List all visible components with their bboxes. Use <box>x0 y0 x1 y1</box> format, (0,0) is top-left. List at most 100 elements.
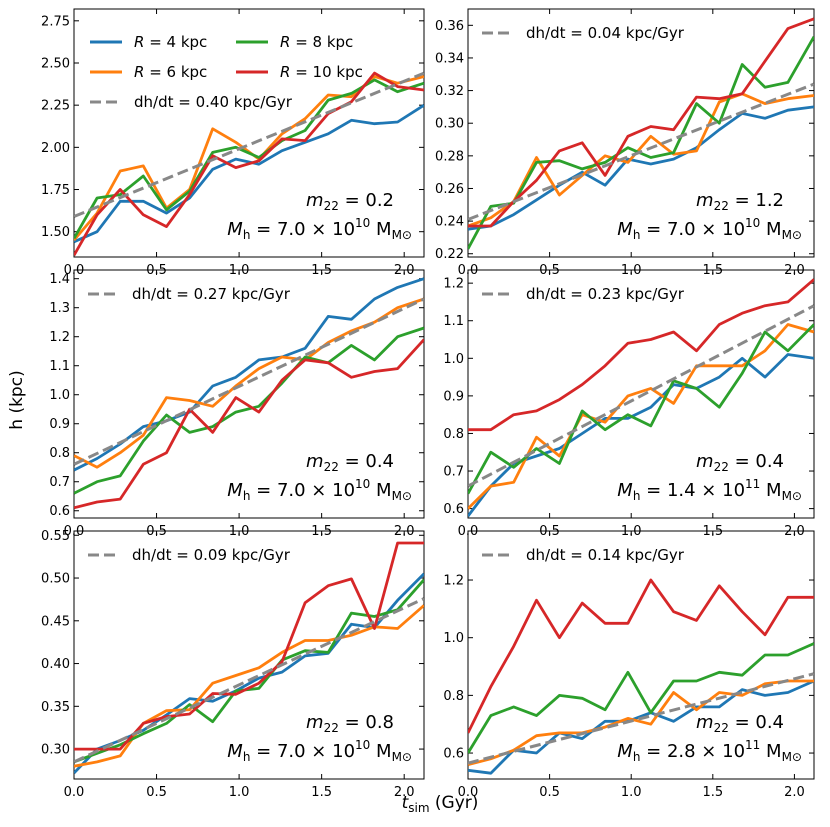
x-tick-label: 2.0 <box>394 785 415 800</box>
m22-label: m22 = 0.8 <box>306 712 394 735</box>
fit-legend-label: dh/dt = 0.40 kpc/Gyr <box>134 93 293 111</box>
y-tick-label: 0.26 <box>435 182 464 197</box>
plot-area <box>74 541 424 774</box>
y-tick-label: 0.30 <box>435 117 464 132</box>
series-line <box>468 17 814 228</box>
plot-area <box>468 17 814 250</box>
y-tick-label: 1.2 <box>443 574 464 589</box>
y-tick-label: 0.36 <box>435 19 464 34</box>
fit-legend-label: dh/dt = 0.04 kpc/Gyr <box>526 24 685 42</box>
y-tick-label: 1.1 <box>443 314 464 329</box>
fit-legend-label: dh/dt = 0.14 kpc/Gyr <box>526 546 685 564</box>
m22-label: m22 = 0.2 <box>306 190 394 213</box>
fit-legend-label: dh/dt = 0.09 kpc/Gyr <box>132 546 291 564</box>
y-tick-label: 0.6 <box>443 502 464 517</box>
y-tick-label: 1.0 <box>443 352 464 367</box>
axes-frame <box>467 530 815 780</box>
mh-label: Mh = 2.8 × 1011 MM⊙ <box>617 738 802 764</box>
series-line <box>468 323 814 510</box>
y-tick-label: 0.9 <box>49 417 70 432</box>
x-tick-label: 0.5 <box>146 785 167 800</box>
fit-legend-label: dh/dt = 0.23 kpc/Gyr <box>526 285 685 303</box>
y-tick-label: 1.0 <box>49 388 70 403</box>
y-tick-label: 0.8 <box>49 446 70 461</box>
mh-label: Mh = 7.0 × 1010 MM⊙ <box>227 216 412 242</box>
series-line <box>468 105 814 231</box>
fit-line <box>468 672 814 765</box>
y-tick-label: 2.75 <box>41 14 70 29</box>
y-tick-label: 1.2 <box>443 277 464 292</box>
x-tick-label: 1.5 <box>311 785 332 800</box>
y-tick-label: 0.8 <box>443 427 464 442</box>
legend-entry: R = 6 kpc <box>90 63 207 81</box>
x-tick-label: 1.5 <box>702 785 723 800</box>
y-tick-label: 0.9 <box>443 389 464 404</box>
x-tick-label: 0.0 <box>458 785 479 800</box>
fit-line <box>468 82 814 221</box>
x-tick-label: 1.0 <box>621 785 642 800</box>
legend-label: R = 8 kpc <box>280 33 353 51</box>
series-line <box>74 338 424 510</box>
y-tick-label: 0.32 <box>435 84 464 99</box>
x-tick-label: 1.0 <box>229 785 250 800</box>
y-tick-label: 1.75 <box>41 183 70 198</box>
y-tick-label: 2.00 <box>41 141 70 156</box>
x-axis-label-main: t <box>402 793 410 813</box>
y-tick-label: 0.30 <box>41 743 70 758</box>
y-tick-label: 2.25 <box>41 99 70 114</box>
x-axis-label-unit: (Gyr) <box>430 793 479 813</box>
y-tick-label: 0.50 <box>41 572 70 587</box>
series-line <box>468 679 814 775</box>
legend-label: R = 4 kpc <box>134 33 207 51</box>
y-tick-label: 0.22 <box>435 247 464 262</box>
x-tick-label: 2.0 <box>784 785 805 800</box>
legend-entry-fit: dh/dt = 0.40 kpc/Gyr <box>90 93 293 111</box>
series-line <box>468 36 814 250</box>
y-tick-label: 0.28 <box>435 149 464 164</box>
y-tick-label: 0.7 <box>443 465 464 480</box>
panel-5: 0.0 0.5 1.0 1.5 2.0 0.30 0.35 0.40 0.45 0.50 0.55 d… <box>41 529 425 800</box>
series-line <box>74 71 424 256</box>
y-axis-label: h (kpc) <box>7 370 27 429</box>
panel-1: 0.0 0.5 1.0 1.5 2.01.501.752.002.252.502.75m… <box>41 8 425 278</box>
mh-label: Mh = 1.4 × 1011 MM⊙ <box>617 477 802 503</box>
plot-area <box>74 71 424 256</box>
axes-frame <box>73 530 425 780</box>
series-line <box>468 642 814 754</box>
y-tick-label: 1.3 <box>49 301 70 316</box>
axes-frame <box>73 8 425 258</box>
y-tick-label: 1.2 <box>49 330 70 345</box>
y-tick-label: 0.45 <box>41 614 70 629</box>
plot-area <box>468 278 814 517</box>
legend-label: R = 6 kpc <box>134 63 207 81</box>
y-tick-label: 1.4 <box>49 272 70 287</box>
y-tick-label: 0.8 <box>443 689 464 704</box>
y-tick-label: 0.35 <box>41 700 70 715</box>
y-tick-label: 1.0 <box>443 631 464 646</box>
m22-label: m22 = 0.4 <box>696 451 784 474</box>
axes-frame <box>73 269 425 519</box>
mh-label: Mh = 7.0 × 1010 MM⊙ <box>227 477 412 503</box>
series-line <box>74 541 424 751</box>
series-line <box>468 92 814 228</box>
mh-label: Mh = 7.0 × 1010 MM⊙ <box>227 738 412 764</box>
m22-label: m22 = 0.4 <box>696 712 784 735</box>
y-tick-label: 0.6 <box>443 747 464 762</box>
y-tick-label: 0.40 <box>41 657 70 672</box>
m22-label: m22 = 1.2 <box>696 190 784 213</box>
axes-frame <box>467 269 815 519</box>
mh-label: Mh = 7.0 × 1010 MM⊙ <box>617 216 802 242</box>
m22-label: m22 = 0.4 <box>306 451 394 474</box>
series-line <box>468 278 814 432</box>
x-tick-label: 0.0 <box>64 785 85 800</box>
series-line <box>74 277 424 472</box>
y-tick-label: 0.55 <box>41 529 70 544</box>
y-tick-label: 2.50 <box>41 56 70 71</box>
series-line <box>74 326 424 495</box>
x-axis-label: tsim (Gyr) <box>402 793 479 815</box>
panel-2: 0.0 0.5 1.0 1.5 2.00.220.240.260.280.300.320… <box>435 8 815 278</box>
fit-line <box>74 597 424 764</box>
y-tick-label: 0.7 <box>49 475 70 490</box>
legend-entry: R = 10 kpc <box>236 63 363 81</box>
panel-6: 0.0 0.5 1.0 1.5 2.0 0.6 0.8 1.0 1.2 dh/dt = 0.14 … <box>443 530 815 800</box>
